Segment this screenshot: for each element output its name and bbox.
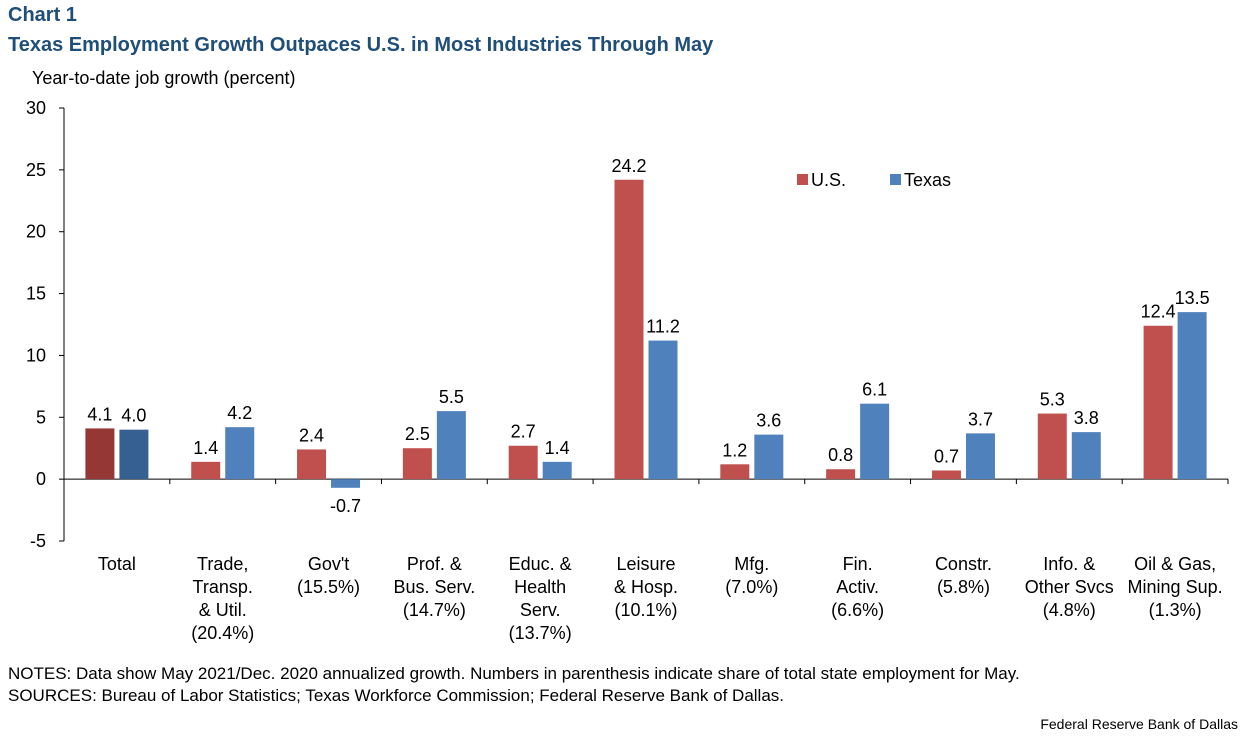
x-tick-label: (4.8%) xyxy=(1043,600,1096,620)
data-label: 5.3 xyxy=(1040,390,1065,410)
y-tick-label: 0 xyxy=(36,469,46,489)
data-label: 24.2 xyxy=(611,156,646,176)
data-label: 12.4 xyxy=(1141,302,1176,322)
x-tick-label: (7.0%) xyxy=(725,577,778,597)
bar-us xyxy=(614,179,644,480)
legend-label: Texas xyxy=(904,170,951,190)
sources: SOURCES: Bureau of Labor Statistics; Tex… xyxy=(8,686,785,705)
data-label: 4.1 xyxy=(87,404,112,424)
legend-label: U.S. xyxy=(811,170,846,190)
data-label: 1.4 xyxy=(193,438,218,458)
bar-us xyxy=(1037,413,1067,480)
x-tick-label: Fin. xyxy=(843,554,873,574)
data-label: 1.2 xyxy=(722,440,747,460)
x-tick-label: Educ. & xyxy=(509,554,572,574)
chart-label: Chart 1 xyxy=(8,4,77,26)
bar-texas xyxy=(225,427,255,480)
x-tick-label: Gov't xyxy=(308,554,349,574)
bar-us xyxy=(85,428,115,480)
data-label: 0.8 xyxy=(828,445,853,465)
y-tick-label: 30 xyxy=(26,98,46,118)
bar-texas xyxy=(860,403,890,480)
x-tick-label: Constr. xyxy=(935,554,992,574)
data-label: 3.8 xyxy=(1074,408,1099,428)
data-label: 2.5 xyxy=(405,424,430,444)
data-label: 5.5 xyxy=(439,387,464,407)
y-tick-label: 20 xyxy=(26,222,46,242)
x-tick-label: & Hosp. xyxy=(614,577,678,597)
bar-us xyxy=(402,448,432,480)
notes: NOTES: Data show May 2021/Dec. 2020 annu… xyxy=(8,664,1020,683)
data-label: 4.2 xyxy=(227,403,252,423)
x-tick-label: Oil & Gas, xyxy=(1134,554,1216,574)
x-tick-label: Other Svcs xyxy=(1025,577,1114,597)
bar-us xyxy=(508,445,538,480)
x-tick-label: Mining Sup. xyxy=(1128,577,1223,597)
x-tick-label: Info. & xyxy=(1043,554,1095,574)
bar-texas xyxy=(436,411,466,480)
x-tick-label: (10.1%) xyxy=(614,600,677,620)
x-tick-label: (5.8%) xyxy=(937,577,990,597)
x-tick-label: Total xyxy=(98,554,136,574)
x-tick-label: Health xyxy=(514,577,566,597)
y-axis-title: Year-to-date job growth (percent) xyxy=(32,68,296,88)
y-tick-label: 5 xyxy=(36,407,46,427)
x-tick-label: (20.4%) xyxy=(191,623,254,643)
data-label: -0.7 xyxy=(330,496,361,516)
bar-texas xyxy=(119,429,149,480)
bar-us xyxy=(1143,325,1173,480)
legend-swatch xyxy=(797,174,808,185)
x-tick-label: (6.6%) xyxy=(831,600,884,620)
x-tick-label: Activ. xyxy=(836,577,879,597)
x-tick-label: Prof. & xyxy=(407,554,462,574)
y-tick-label: 25 xyxy=(26,160,46,180)
bar-us xyxy=(297,449,327,480)
data-label: 3.7 xyxy=(968,409,993,429)
x-tick-label: (1.3%) xyxy=(1149,600,1202,620)
bar-us xyxy=(826,469,856,480)
bar-texas xyxy=(1177,312,1207,480)
data-label: 11.2 xyxy=(646,317,680,337)
data-label: 1.4 xyxy=(545,438,570,458)
bar-us xyxy=(191,461,221,480)
x-tick-label: Serv. xyxy=(520,600,561,620)
x-tick-label: & Util. xyxy=(199,600,247,620)
data-label: 0.7 xyxy=(934,446,959,466)
data-label: 13.5 xyxy=(1175,288,1210,308)
x-tick-label: (14.7%) xyxy=(403,600,466,620)
legend-swatch xyxy=(890,174,901,185)
bar-us xyxy=(720,464,750,480)
data-label: 4.0 xyxy=(121,406,146,426)
bar-us xyxy=(931,470,961,480)
x-tick-label: Trade, xyxy=(197,554,248,574)
bar-texas xyxy=(648,340,678,480)
data-label: 3.6 xyxy=(756,411,781,431)
y-tick-label: 15 xyxy=(26,284,46,304)
credit: Federal Reserve Bank of Dallas xyxy=(1040,716,1238,732)
bar-texas xyxy=(965,433,995,480)
x-tick-label: Mfg. xyxy=(734,554,769,574)
x-tick-label: (15.5%) xyxy=(297,577,360,597)
data-label: 2.7 xyxy=(511,422,536,442)
x-tick-label: Bus. Serv. xyxy=(394,577,476,597)
y-tick-label: 10 xyxy=(26,345,46,365)
x-tick-label: Transp. xyxy=(193,577,253,597)
x-tick-label: Leisure xyxy=(616,554,675,574)
bar-chart: -5 0 5 10 15 20 25 30 4.1 4.0 Total 1.4 4.2 Trade, Tra… xyxy=(26,98,1229,643)
x-tick-label: (13.7%) xyxy=(509,623,572,643)
y-tick-label: -5 xyxy=(30,531,46,551)
data-label: 6.1 xyxy=(862,380,887,400)
bar-texas xyxy=(542,461,572,480)
chart-title: Texas Employment Growth Outpaces U.S. in… xyxy=(8,34,714,56)
bar-texas xyxy=(1071,432,1101,480)
bar-texas xyxy=(754,434,784,480)
data-label: 2.4 xyxy=(299,425,324,445)
bar-texas xyxy=(331,479,361,488)
